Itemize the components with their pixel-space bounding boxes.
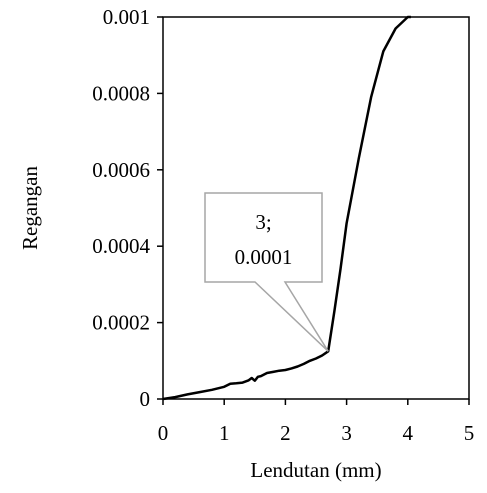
x-tick-label: 5 [464, 421, 475, 445]
x-tick-label: 1 [219, 421, 230, 445]
callout-box [204, 192, 329, 352]
y-tick-label: 0.001 [103, 5, 150, 29]
y-axis-title: Regangan [18, 166, 42, 250]
y-tick-label: 0.0004 [92, 234, 150, 258]
plot-area [162, 16, 470, 400]
y-tick-label: 0 [140, 387, 151, 411]
x-tick-label: 3 [341, 421, 352, 445]
x-tick-label: 2 [280, 421, 291, 445]
y-tick-label: 0.0002 [92, 311, 150, 335]
series-layer [162, 15, 411, 401]
callout-label-line-2: 0.0001 [235, 245, 293, 269]
x-tick-label: 0 [158, 421, 169, 445]
x-axis: 0 1 2 3 4 5 [158, 399, 475, 445]
x-axis-title: Lendutan (mm) [250, 458, 381, 482]
callout: 3; 0.0001 [204, 192, 329, 352]
y-tick-label: 0.0006 [92, 158, 150, 182]
plot-border [162, 16, 470, 400]
y-axis: 0 0.0002 0.0004 0.0006 0.0008 0.001 [92, 5, 163, 411]
x-tick-label: 4 [403, 421, 414, 445]
series-line [162, 15, 411, 401]
callout-label-line-1: 3; [255, 210, 271, 234]
y-tick-label: 0.0008 [92, 81, 150, 105]
